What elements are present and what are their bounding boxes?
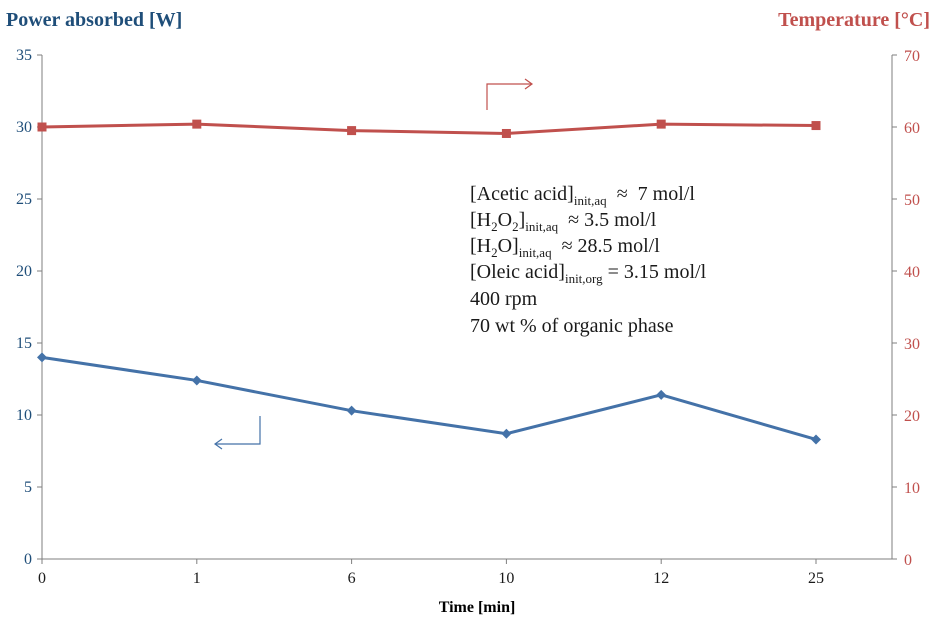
axis-indicator-arrows <box>213 78 534 450</box>
x-tick-label: 25 <box>808 570 824 587</box>
x-tick-label: 1 <box>193 570 201 587</box>
right-y-tick-label: 70 <box>904 48 920 65</box>
right-y-tick-label: 40 <box>904 264 920 281</box>
left-y-tick-label: 0 <box>24 551 32 568</box>
left-axis-title: Power absorbed [W] <box>6 9 182 31</box>
power-data-point <box>37 352 47 363</box>
right-y-tick-label: 10 <box>904 480 920 497</box>
temperature-data-point <box>347 126 357 136</box>
right-y-tick-label: 30 <box>904 336 920 353</box>
x-tick-label: 6 <box>348 570 356 587</box>
right-arrow-indicator <box>486 83 531 110</box>
temperature-data-point <box>37 122 47 132</box>
left-arrow-indicator <box>216 416 261 445</box>
x-axis-title: Time [min] <box>439 599 516 616</box>
annotation-line-1: [Acetic acid]init,aq ≈ 7 mol/l <box>470 183 695 208</box>
left-y-tick-label: 20 <box>16 263 32 280</box>
right-y-tick-label: 20 <box>904 408 920 425</box>
power-data-point <box>191 375 202 386</box>
x-tick-label: 10 <box>498 570 514 587</box>
power-data-point <box>501 428 512 439</box>
left-y-tick-label: 30 <box>16 119 32 136</box>
power-series-line <box>41 355 817 441</box>
x-tick-label: 12 <box>653 570 669 587</box>
axes: 0 5 10 15 20 25 30 35 0 10 20 30 40 50 60 70 0 1 6 10 12 25 <box>16 47 920 587</box>
annotation-line-4: [Oleic acid]init,org = 3.15 mol/l <box>470 261 707 286</box>
left-y-tick-label: 25 <box>16 191 32 208</box>
right-y-tick-label: 0 <box>904 552 912 569</box>
left-y-tick-label: 5 <box>24 479 32 496</box>
annotation-line-3: [H2O]init,aq ≈ 28.5 mol/l <box>470 235 660 260</box>
annotation-line-2: [H2O2]init,aq ≈ 3.5 mol/l <box>470 209 657 234</box>
right-axis-title: Temperature [°C] <box>778 9 930 31</box>
power-data-point <box>656 389 667 400</box>
conditions-annotation: [Acetic acid]init,aq ≈ 7 mol/l [H2O2]ini… <box>470 183 707 337</box>
left-arrow-head <box>213 438 223 450</box>
temperature-data-point <box>811 121 821 131</box>
right-arrow-head <box>524 78 534 90</box>
left-y-tick-label: 10 <box>16 407 32 424</box>
temperature-data-point <box>501 128 511 138</box>
temperature-data-point <box>656 119 666 129</box>
left-y-tick-label: 15 <box>16 335 32 352</box>
annotation-line-5: 400 rpm <box>470 288 538 310</box>
left-y-tick-label: 35 <box>16 47 32 64</box>
temperature-data-point <box>192 119 202 129</box>
power-data-point <box>346 405 357 416</box>
right-y-tick-label: 60 <box>904 120 920 137</box>
right-y-tick-label: 50 <box>904 192 920 209</box>
x-tick-label: 0 <box>38 570 46 587</box>
temperature-series-line <box>41 122 817 135</box>
chart-marks <box>37 119 821 445</box>
annotation-line-6: 70 wt % of organic phase <box>470 315 674 337</box>
power-data-point <box>811 434 821 445</box>
